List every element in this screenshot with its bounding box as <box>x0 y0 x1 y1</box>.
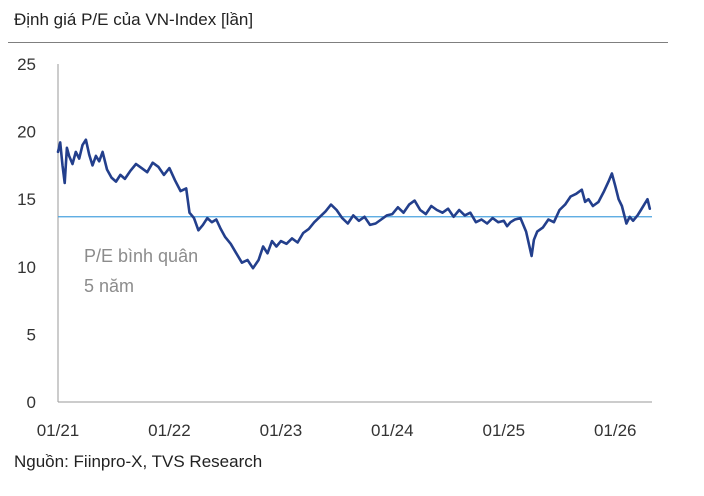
x-tick-label: 01/24 <box>371 421 414 440</box>
average-annotation-line-1: P/E bình quân <box>84 246 198 266</box>
x-tick-label: 01/23 <box>260 421 303 440</box>
y-tick-label: 10 <box>17 258 36 277</box>
y-tick-label: 5 <box>27 325 36 344</box>
x-tick-label: 01/26 <box>594 421 637 440</box>
title-divider <box>8 42 668 43</box>
y-tick-label: 20 <box>17 123 36 142</box>
y-axis-ticks: 0 5 10 15 20 25 <box>17 55 36 412</box>
x-tick-label: 01/25 <box>483 421 526 440</box>
y-tick-label: 0 <box>27 393 36 412</box>
average-annotation-line-2: 5 năm <box>84 276 134 296</box>
x-tick-label: 01/22 <box>148 421 191 440</box>
x-tick-label: 01/21 <box>37 421 80 440</box>
x-axis-ticks: 01/21 01/22 01/23 01/24 01/25 01/26 <box>37 421 637 440</box>
chart-title: Định giá P/E của VN-Index [lần] <box>14 10 254 29</box>
pe-series-line <box>56 138 652 270</box>
y-tick-label: 15 <box>17 190 36 209</box>
y-tick-label: 25 <box>17 55 36 74</box>
source-note: Nguồn: Fiinpro-X, TVS Research <box>14 452 263 471</box>
